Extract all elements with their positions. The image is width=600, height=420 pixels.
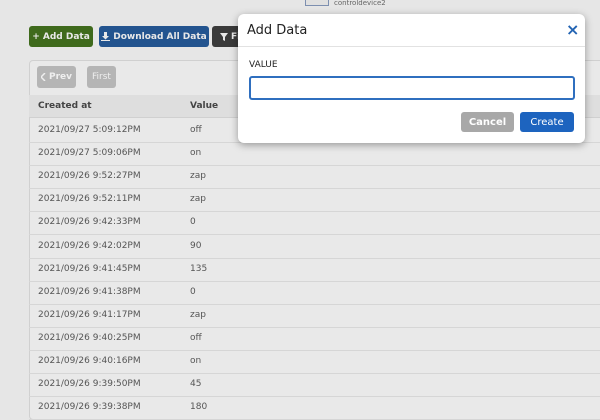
filter-icon (220, 32, 228, 41)
value-cell: 45 (190, 379, 202, 390)
table-row: 2021/09/26 9:39:50PM 45 (29, 373, 600, 398)
created-at-cell: 2021/09/26 9:42:02PM (38, 240, 141, 251)
value-cell: zap (190, 171, 206, 182)
created-at-cell: 2021/09/26 9:41:38PM (38, 286, 141, 297)
chevron-icon (40, 73, 46, 81)
value-cell: 180 (190, 402, 208, 413)
table-row: 2021/09/27 5:09:06PM on (29, 142, 600, 167)
table-row: 2021/09/26 9:41:45PM 135 (29, 258, 600, 282)
created-at-cell: 2021/09/26 9:41:17PM (38, 309, 141, 320)
created-at-cell: 2021/09/27 5:09:06PM (38, 148, 141, 159)
value-cell: zap (190, 309, 206, 320)
first-button[interactable]: First (87, 66, 116, 88)
table-row: 2021/09/26 9:42:02PM 90 (29, 235, 600, 259)
created-at-cell: 2021/09/26 9:52:27PM (38, 171, 141, 182)
table-row: 2021/09/26 9:52:27PM zap (29, 165, 600, 190)
created-at-cell: 2021/09/26 9:52:11PM (38, 194, 141, 205)
column-header: Value (190, 101, 219, 111)
created-at-cell: 2021/09/26 9:39:50PM (38, 379, 141, 390)
table-row: 2021/09/26 9:42:33PM 0 (29, 211, 600, 236)
prev-button[interactable]: Prev (37, 66, 76, 88)
value-cell: off (190, 332, 202, 343)
created-at-cell: 2021/09/27 5:09:12PM (38, 125, 141, 135)
value-cell: 0 (190, 217, 196, 228)
value-input[interactable] (249, 76, 575, 100)
field-label: VALUE (249, 60, 278, 70)
created-at-cell: 2021/09/26 9:39:38PM (38, 402, 141, 413)
device-swatch (305, 0, 329, 6)
cancel-button[interactable]: Cancel (461, 112, 514, 132)
value-cell: 135 (190, 263, 208, 274)
table-row: 2021/09/26 9:39:38PM 180 (29, 396, 600, 420)
download-icon (101, 32, 111, 41)
created-at-cell: 2021/09/26 9:40:25PM (38, 332, 141, 343)
download-button[interactable]: Download All Data (99, 26, 209, 47)
value-cell: 0 (190, 286, 196, 297)
column-header: Created at (38, 101, 92, 111)
table-row: 2021/09/26 9:40:25PM off (29, 327, 600, 351)
created-at-cell: 2021/09/26 9:40:16PM (38, 356, 141, 366)
value-cell: off (190, 125, 202, 135)
modal: Add Data × VALUE Cancel Create (238, 14, 585, 143)
create-button[interactable]: Create (520, 112, 574, 132)
modal-title: Add Data (247, 23, 308, 38)
value-cell: on (190, 148, 202, 159)
table-row: 2021/09/26 9:40:16PM on (29, 350, 600, 374)
created-at-cell: 2021/09/26 9:42:33PM (38, 217, 141, 228)
created-at-cell: 2021/09/26 9:41:45PM (38, 263, 141, 274)
table-row: 2021/09/26 9:41:38PM 0 (29, 281, 600, 305)
close-button[interactable]: × (566, 20, 580, 39)
prev-label: Prev (48, 72, 72, 82)
table-row: 2021/09/26 9:52:11PM zap (29, 188, 600, 213)
device-name: controldevice2 (334, 0, 386, 7)
modal-divider (238, 46, 585, 47)
value-cell: zap (190, 194, 206, 205)
value-cell: 90 (190, 240, 202, 251)
value-cell: on (190, 356, 202, 366)
download-label: Download All Data (113, 31, 207, 42)
table-row: 2021/09/26 9:41:17PM zap (29, 304, 600, 328)
add-data-button[interactable]: + Add Data (29, 26, 93, 47)
